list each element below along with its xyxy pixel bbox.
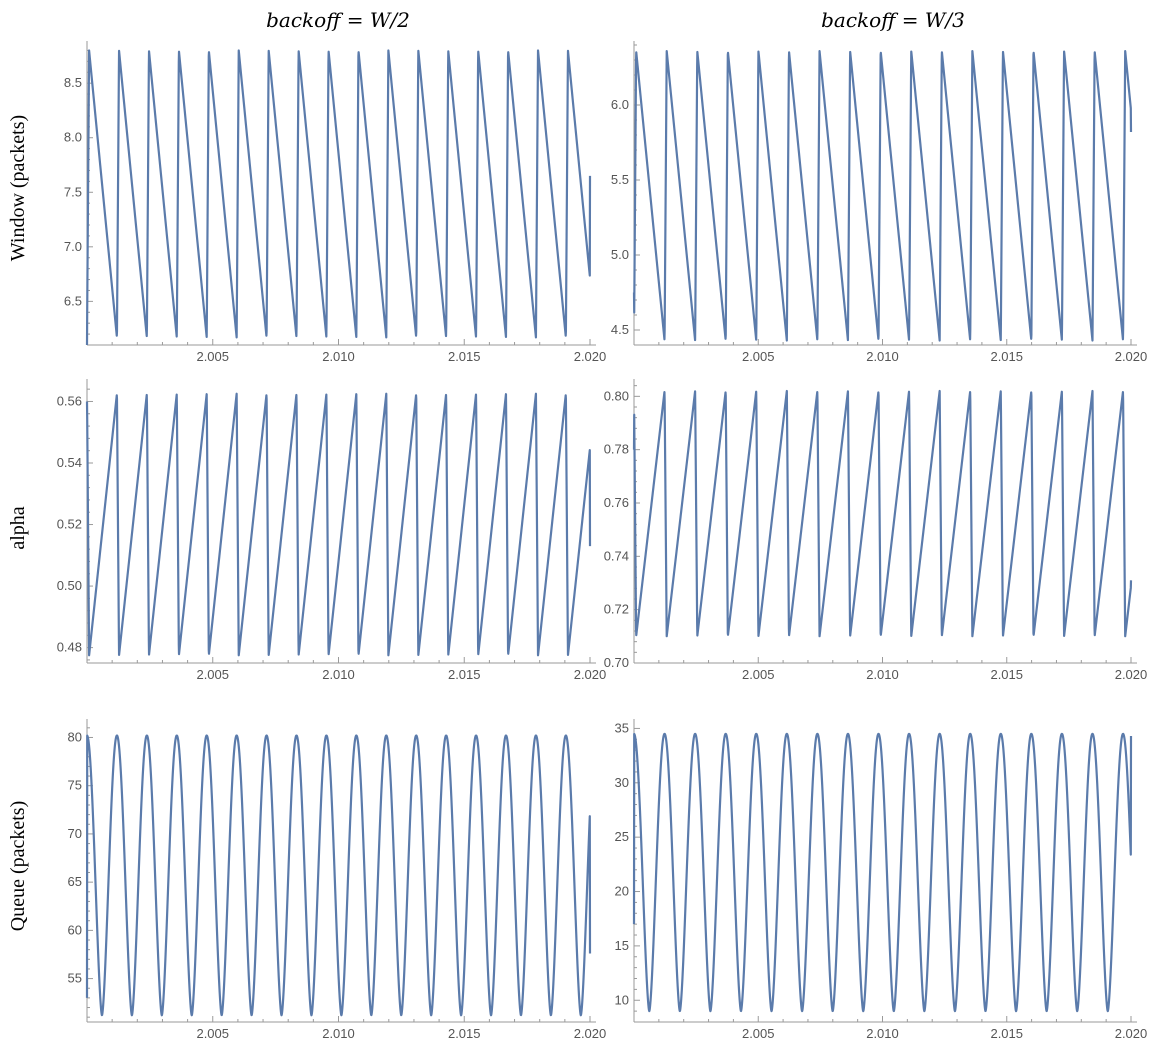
- y-tick-label: 0.80: [604, 388, 629, 403]
- y-tick-label: 4.5: [611, 322, 629, 337]
- series-line: [632, 50, 1133, 342]
- chart-panel-0-0: 2.005 2.010 2.015 2.020 6.5 7.0 7.5 8.0 8.5: [64, 41, 606, 364]
- y-tick-label: 0.50: [57, 578, 82, 593]
- y-tick-label: 80: [68, 729, 82, 744]
- y-tick-label: 70: [68, 826, 82, 841]
- column-title-left: backoff = W/2: [266, 8, 410, 32]
- x-tick-label: 2.010: [866, 667, 899, 682]
- chart-panels: 2.005 2.010 2.015 2.0206.57.07.58.08.52.005…: [57, 41, 1148, 1041]
- y-tick-label: 65: [68, 874, 82, 889]
- y-tick-label: 0.76: [604, 495, 629, 510]
- x-tick-label: 2.020: [574, 349, 607, 364]
- row-label-queue: Queue (packets): [7, 801, 29, 932]
- series-line: [632, 732, 1133, 1013]
- y-tick-label: 0.78: [604, 442, 629, 457]
- x-tick-label: 2.015: [990, 349, 1023, 364]
- chart-panel-2-0: 2.005 2.010 2.015 2.020 55 60 65 70 75 80: [68, 719, 607, 1041]
- y-tick-label: 30: [615, 775, 629, 790]
- series-line: [85, 49, 592, 346]
- x-tick-label: 2.010: [322, 1026, 355, 1041]
- x-tick-label: 2.005: [742, 667, 775, 682]
- x-tick-label: 2.005: [196, 1026, 229, 1041]
- chart-panel-1-0: 2.005 2.010 2.015 2.020 0.48 0.50 0.52 0.54 0.56: [57, 379, 607, 682]
- y-tick-label: 25: [615, 829, 629, 844]
- column-title-right: backoff = W/3: [821, 8, 965, 32]
- y-tick-label: 6.0: [611, 97, 629, 112]
- y-tick-label: 55: [68, 971, 82, 986]
- series-line: [85, 392, 592, 657]
- x-tick-label: 2.005: [196, 667, 229, 682]
- x-tick-label: 2.010: [322, 349, 355, 364]
- y-tick-label: 7.0: [64, 239, 82, 254]
- y-tick-label: 20: [615, 884, 629, 899]
- x-tick-label: 2.015: [448, 667, 481, 682]
- x-tick-label: 2.010: [866, 1026, 899, 1041]
- chart-panel-0-1: 2.005 2.010 2.015 2.020 4.5 5.0 5.5 6.0: [611, 41, 1147, 364]
- y-tick-label: 0.54: [57, 455, 82, 470]
- series-line: [632, 389, 1133, 638]
- chart-panel-2-1: 2.005 2.010 2.015 2.020 10 15 20 25 30 35: [615, 719, 1148, 1041]
- x-tick-label: 2.010: [322, 667, 355, 682]
- chart-panel-1-1: 2.005 2.010 2.015 2.020 0.70 0.72 0.74 0.76 0.78…: [604, 379, 1148, 682]
- x-tick-label: 2.005: [742, 1026, 775, 1041]
- y-tick-label: 7.5: [64, 184, 82, 199]
- x-tick-label: 2.015: [990, 667, 1023, 682]
- x-tick-label: 2.020: [574, 667, 607, 682]
- y-tick-label: 0.52: [57, 517, 82, 532]
- y-tick-label: 0.70: [604, 655, 629, 670]
- y-tick-label: 60: [68, 922, 82, 937]
- y-tick-label: 5.0: [611, 247, 629, 262]
- x-tick-label: 2.020: [1115, 667, 1148, 682]
- y-tick-label: 0.48: [57, 640, 82, 655]
- y-tick-label: 0.56: [57, 393, 82, 408]
- x-tick-label: 2.005: [742, 349, 775, 364]
- row-label-alpha: alpha: [7, 506, 29, 549]
- x-tick-label: 2.015: [448, 349, 481, 364]
- y-tick-label: 15: [615, 938, 629, 953]
- y-tick-label: 75: [68, 778, 82, 793]
- row-label-window: Window (packets): [7, 115, 29, 261]
- x-tick-label: 2.020: [1115, 1026, 1148, 1041]
- x-tick-label: 2.015: [990, 1026, 1023, 1041]
- x-tick-label: 2.005: [196, 349, 229, 364]
- y-tick-label: 0.74: [604, 548, 629, 563]
- y-tick-label: 35: [615, 720, 629, 735]
- y-tick-label: 5.5: [611, 172, 629, 187]
- x-tick-label: 2.020: [574, 1026, 607, 1041]
- series-line: [85, 734, 592, 1017]
- y-tick-label: 8.5: [64, 75, 82, 90]
- y-tick-label: 8.0: [64, 130, 82, 145]
- y-tick-label: 0.72: [604, 602, 629, 617]
- y-tick-label: 10: [615, 992, 629, 1007]
- x-tick-label: 2.010: [866, 349, 899, 364]
- x-tick-label: 2.015: [448, 1026, 481, 1041]
- y-tick-label: 6.5: [64, 293, 82, 308]
- x-tick-label: 2.020: [1115, 349, 1148, 364]
